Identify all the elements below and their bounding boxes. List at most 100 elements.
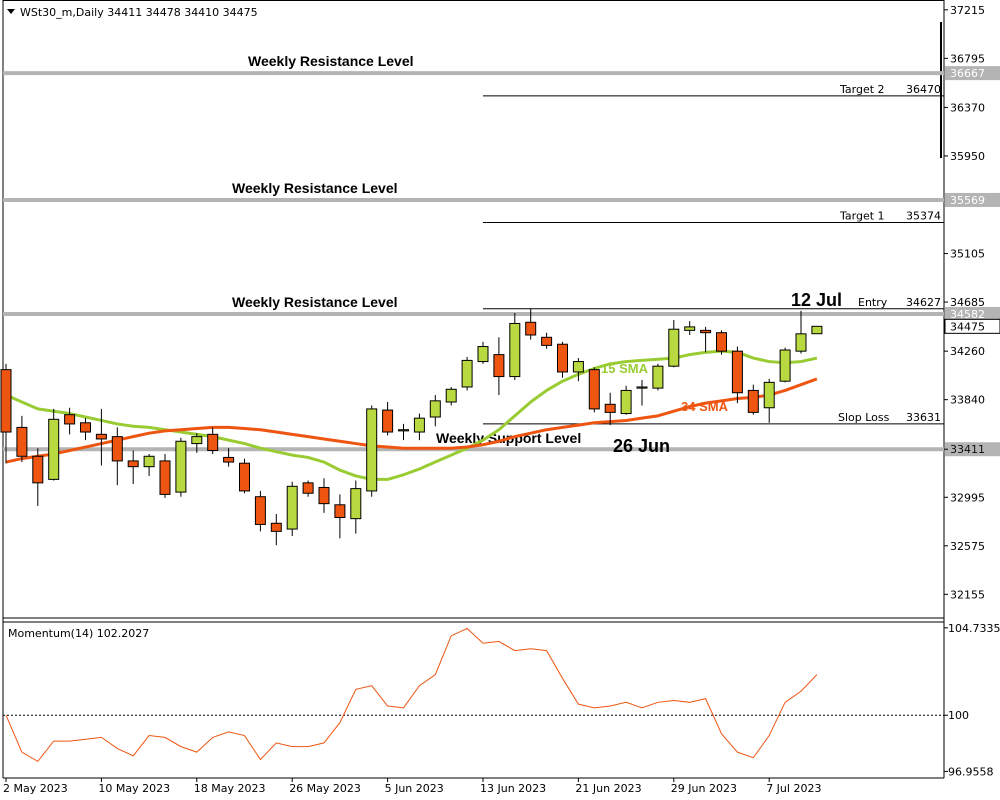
annotation-layer: 12 Jul 26 Jun <box>613 290 842 456</box>
momentum-tick-label: 104.7335 <box>948 622 1000 635</box>
bull-candle[interactable] <box>143 455 155 468</box>
bull-candle[interactable] <box>779 349 791 382</box>
level-price-box <box>945 66 1000 81</box>
bull-candle[interactable] <box>763 381 775 409</box>
bull-candle[interactable] <box>795 333 807 352</box>
bear-candle[interactable] <box>731 350 743 394</box>
momentum-tick-label: 100 <box>948 709 969 722</box>
bear-candle[interactable] <box>493 354 505 378</box>
bear-candle[interactable] <box>127 460 139 468</box>
price-tick-label: 37215 <box>950 4 985 17</box>
bull-candle[interactable] <box>811 325 823 335</box>
bear-candle[interactable] <box>604 403 616 413</box>
price-tick-label: 34260 <box>950 345 985 358</box>
dropdown-arrow-icon[interactable] <box>7 9 15 14</box>
momentum-label: Momentum(14) 102.2027 <box>8 627 149 640</box>
bull-candle[interactable] <box>572 361 584 373</box>
bear-candle[interactable] <box>557 343 568 373</box>
bear-candle[interactable] <box>525 321 537 336</box>
trade-line-label: Target 1 <box>839 209 885 222</box>
price-tick-label: 35950 <box>950 150 985 163</box>
bear-candle[interactable] <box>80 422 91 433</box>
bull-candle[interactable] <box>445 388 457 403</box>
bull-candle[interactable] <box>350 488 362 520</box>
bull-candle[interactable] <box>175 440 187 493</box>
bear-candle[interactable] <box>716 332 727 352</box>
time-tick-label: 21 Jun 2023 <box>575 782 641 795</box>
momentum-ticks: 104.7335 100 96.9558 <box>944 622 1000 778</box>
bear-candle[interactable] <box>588 369 600 410</box>
bear-candle[interactable] <box>239 462 250 492</box>
level-label: Weekly Resistance Level <box>232 294 398 310</box>
price-tick-label: 33840 <box>950 394 985 407</box>
bull-candle[interactable] <box>509 322 521 378</box>
bull-candle[interactable] <box>366 408 378 492</box>
sma-label: 15 SMA <box>601 361 649 376</box>
bull-candle[interactable] <box>48 418 60 480</box>
price-tick-label: 36370 <box>950 101 985 114</box>
trade-line-label: Entry <box>858 296 888 309</box>
bear-candle[interactable] <box>318 486 330 505</box>
time-tick-label: 18 May 2023 <box>194 782 266 795</box>
trade-line-value: 33631 <box>906 411 941 424</box>
bear-candle[interactable] <box>254 496 266 525</box>
trade-line-value: 34627 <box>906 296 941 309</box>
bear-candle[interactable] <box>541 336 553 346</box>
time-tick-label: 26 May 2023 <box>289 782 361 795</box>
level-price-box <box>945 192 1000 207</box>
price-tick-label: 32575 <box>950 540 985 553</box>
bear-candle[interactable] <box>334 504 346 519</box>
trade-line-label: Target 2 <box>839 83 885 96</box>
bear-candle[interactable] <box>64 414 76 425</box>
bear-candle[interactable] <box>700 329 712 334</box>
bear-candle[interactable] <box>747 389 759 413</box>
bull-candle[interactable] <box>191 436 203 445</box>
date-annotation: 26 Jun <box>613 436 670 456</box>
price-tick-label: 35105 <box>950 248 985 261</box>
time-tick-label: 13 Jun 2023 <box>480 782 546 795</box>
level-price-box <box>945 442 1000 457</box>
momentum-tick-label: 96.9558 <box>948 765 994 778</box>
levels-layer: 36667 Weekly Resistance Level 35569 Weekly … <box>3 53 1000 457</box>
bull-candle[interactable] <box>668 328 680 367</box>
candles-layer[interactable] <box>0 308 823 546</box>
bull-candle[interactable] <box>477 346 489 363</box>
bull-candle[interactable] <box>286 485 298 530</box>
sma-line <box>5 349 818 481</box>
trade-line-value: 35374 <box>906 209 941 222</box>
bull-candle[interactable] <box>684 326 696 331</box>
level-label: Weekly Resistance Level <box>232 180 398 196</box>
bear-candle[interactable] <box>207 433 219 452</box>
bear-candle[interactable] <box>223 456 235 463</box>
bear-candle[interactable] <box>16 426 28 457</box>
bull-candle[interactable] <box>413 417 425 433</box>
bear-candle[interactable] <box>32 455 44 484</box>
current-price-box <box>944 318 1000 334</box>
trade-lines-layer: Target 2 36470 Target 1 35374 Entry 34627 Slop… <box>483 83 1000 425</box>
bear-candle[interactable] <box>95 433 107 440</box>
bull-candle[interactable] <box>461 359 473 388</box>
bull-candle[interactable] <box>429 400 441 418</box>
bear-candle[interactable] <box>382 409 394 433</box>
bear-candle[interactable] <box>111 436 123 462</box>
level-price-label: 36667 <box>950 67 985 80</box>
bear-candle[interactable] <box>159 460 171 495</box>
bull-candle[interactable] <box>636 386 648 389</box>
trade-line-value: 36470 <box>906 83 941 96</box>
bear-candle[interactable] <box>302 482 314 494</box>
price-tick-label: 32155 <box>950 588 985 601</box>
level-price-box <box>945 306 1000 321</box>
bear-candle[interactable] <box>270 522 282 532</box>
bull-candle[interactable] <box>620 389 632 415</box>
level-price-label: 35569 <box>950 194 985 207</box>
sma-label: 34 SMA <box>681 399 729 414</box>
price-tick-label: 34685 <box>950 296 985 309</box>
bull-candle[interactable] <box>652 365 664 389</box>
bear-candle[interactable] <box>0 369 12 433</box>
time-tick-label: 10 May 2023 <box>98 782 170 795</box>
bull-candle[interactable] <box>398 429 409 432</box>
symbol-info-label: WSt30_m,Daily 34411 34478 34410 34475 <box>20 6 258 19</box>
current-price-label: 34475 <box>950 320 985 333</box>
